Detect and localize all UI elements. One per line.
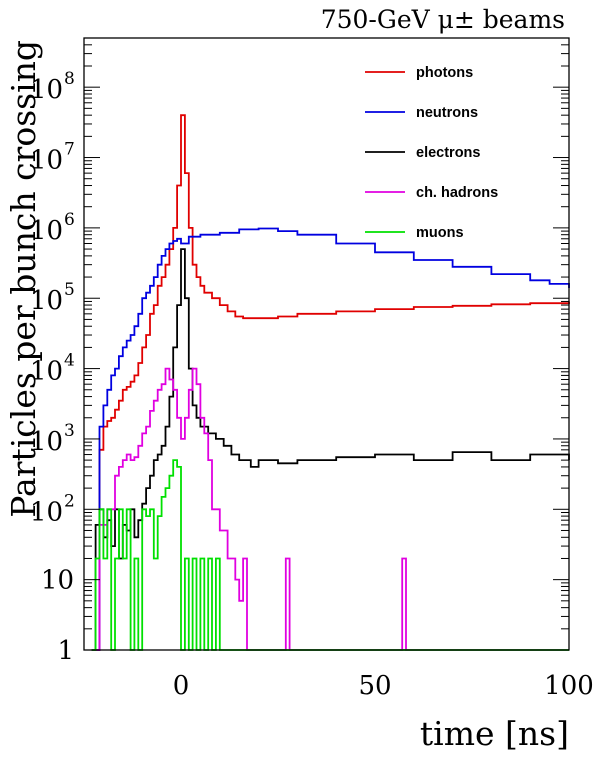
series-line-ch-hadrons [91, 367, 569, 651]
x-tick-label: 50 [358, 671, 391, 701]
series-line-muons [91, 459, 569, 651]
series-line-electrons [91, 248, 570, 651]
chart-title: 750-GeV μ± beams [321, 5, 565, 34]
y-tick-label-exponent: 7 [64, 140, 75, 160]
legend: photons neutrons electrons ch. hadrons muons [365, 65, 498, 241]
legend-label-electrons: electrons [416, 145, 480, 161]
y-tick-label: 10 [30, 357, 63, 387]
y-tick-label: 10 [30, 427, 63, 457]
y-tick-label-exponent: 4 [64, 351, 75, 371]
legend-label-muons: muons [416, 225, 464, 241]
legend-label-ch-hadrons: ch. hadrons [416, 185, 498, 201]
series-line-photons [91, 114, 570, 651]
y-tick-label: 10 [30, 216, 63, 246]
y-tick-label-exponent: 5 [64, 280, 75, 300]
y-tick-label-exponent: 3 [64, 421, 75, 441]
y-tick-label: 10 [30, 146, 63, 176]
y-tick-label: 10 [41, 566, 74, 596]
x-tick-label: 100 [544, 671, 594, 701]
series-layer [91, 114, 570, 651]
y-tick-label-exponent: 2 [64, 491, 75, 511]
y-tick-label: 10 [30, 286, 63, 316]
tick-layer [84, 37, 569, 651]
legend-label-neutrons: neutrons [416, 105, 478, 121]
y-tick-label: 1 [57, 636, 74, 666]
y-tick-label-exponent: 6 [64, 210, 75, 230]
y-tick-label: 10 [30, 497, 63, 527]
x-tick-label: 0 [173, 671, 190, 701]
y-axis-label: Particles per bunch crossing [4, 40, 43, 518]
legend-label-photons: photons [416, 65, 473, 81]
x-axis-label: time [ns] [420, 714, 569, 753]
y-tick-label: 10 [30, 75, 63, 105]
y-tick-label-exponent: 8 [64, 69, 75, 89]
plot-frame [83, 37, 570, 651]
series-line-neutrons [91, 227, 570, 651]
